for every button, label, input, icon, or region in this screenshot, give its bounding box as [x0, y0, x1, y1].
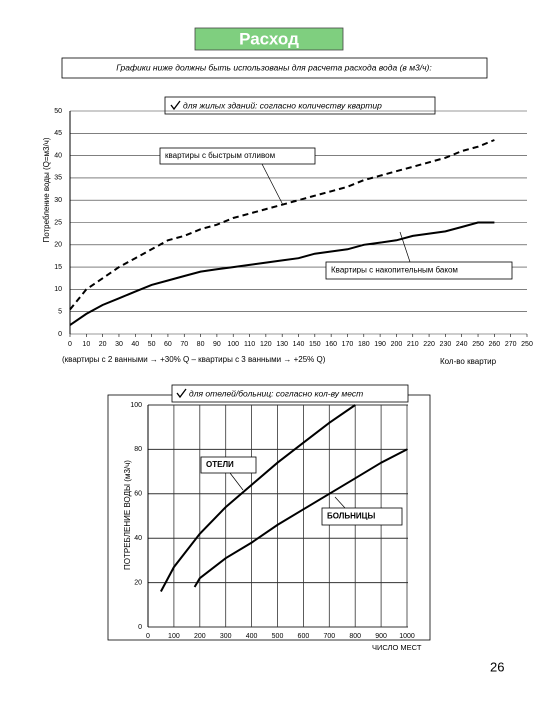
x-tick-label: 400 — [246, 633, 258, 640]
x-tick-label: 10 — [82, 341, 90, 348]
x-tick-label: 300 — [220, 633, 232, 640]
x-tick-label: 0 — [68, 341, 72, 348]
check-icon — [170, 100, 181, 111]
x-tick-label: 700 — [323, 633, 335, 640]
x-tick-label: 110 — [244, 341, 255, 348]
x-tick-label: 200 — [391, 341, 403, 348]
y-tick-label: 0 — [58, 331, 62, 338]
x-tick-label: 60 — [164, 341, 172, 348]
title-box — [194, 27, 344, 51]
y-tick-label: 10 — [54, 286, 62, 293]
x-tick-label: 260 — [489, 341, 501, 348]
x-tick-label: 250 — [472, 341, 484, 348]
y-axis-label: ПОТРЕБЛЕНИЕ ВОДЫ (м3/ч) — [123, 460, 132, 570]
x-tick-label: 250 — [521, 341, 533, 348]
y-axis-label: Потребление воды (Q=м3/ч) — [42, 137, 51, 242]
x-tick-label: 30 — [115, 341, 123, 348]
leader-line — [399, 231, 411, 263]
x-tick-label: 270 — [505, 341, 517, 348]
x-tick-label: 900 — [375, 633, 387, 640]
annotation: квартиры с быстрым отливом — [165, 151, 275, 160]
x-tick-label: 800 — [349, 633, 361, 640]
x-tick-label: 170 — [342, 341, 354, 348]
x-tick-label: 70 — [180, 341, 188, 348]
x-tick-label: 500 — [272, 633, 284, 640]
x-tick-label: 20 — [99, 341, 107, 348]
x-tick-label: 1000 — [399, 633, 415, 640]
y-tick-label: 40 — [54, 152, 62, 159]
x-tick-label: 180 — [358, 341, 370, 348]
x-tick-label: 120 — [260, 341, 272, 348]
x-tick-label: 140 — [293, 341, 305, 348]
x-tick-label: 100 — [227, 341, 239, 348]
series-line — [193, 448, 408, 588]
page-title: Расход — [239, 29, 299, 48]
chart-label-box — [164, 96, 436, 115]
x-axis-label: Кол-во квартир — [440, 357, 497, 366]
leader-line — [261, 163, 284, 206]
x-tick-label: 40 — [131, 341, 139, 348]
subtitle-box — [61, 57, 488, 79]
x-tick-label: 200 — [194, 633, 206, 640]
x-tick-label: 160 — [325, 341, 337, 348]
x-tick-label: 220 — [423, 341, 435, 348]
annotation: БОЛЬНИЦЫ — [327, 512, 376, 521]
y-tick-label: 35 — [54, 175, 62, 182]
annotation-box — [321, 507, 403, 526]
leader-line — [334, 496, 346, 509]
x-tick-label: 0 — [146, 633, 150, 640]
x-tick-label: 240 — [456, 341, 468, 348]
x-tick-label: 90 — [213, 341, 221, 348]
y-tick-label: 40 — [134, 535, 142, 542]
page-number: 26 — [490, 659, 504, 674]
x-tick-label: 150 — [309, 341, 321, 348]
chart-title: для отелей/больниц: согласно кол-ву мест — [189, 388, 363, 398]
leader-line — [229, 472, 244, 491]
x-tick-label: 50 — [148, 341, 156, 348]
series-line — [160, 404, 356, 592]
y-tick-label: 5 — [58, 309, 62, 316]
x-tick-label: 130 — [276, 341, 288, 348]
series-line — [69, 221, 495, 326]
footnote: (квартиры с 2 ванными → +30% Q – квартир… — [62, 355, 326, 364]
y-tick-label: 20 — [54, 242, 62, 249]
x-axis-label: ЧИСЛО МЕСТ — [372, 643, 422, 652]
annotation: Квартиры с накопительным баком — [331, 266, 458, 275]
annotation-box — [200, 456, 257, 474]
check-icon — [176, 388, 187, 399]
y-tick-label: 15 — [54, 264, 62, 271]
annotation: ОТЕЛИ — [206, 460, 234, 469]
subtitle: Графики ниже должны быть использованы дл… — [116, 62, 432, 72]
x-tick-label: 230 — [440, 341, 452, 348]
chart-title: для жилых зданий: согласно количеству кв… — [183, 100, 382, 110]
y-tick-label: 100 — [130, 402, 142, 409]
y-tick-label: 80 — [134, 446, 142, 453]
annotation-box — [159, 147, 316, 165]
x-tick-label: 600 — [298, 633, 310, 640]
series-line — [69, 139, 495, 311]
y-tick-label: 25 — [54, 219, 62, 226]
y-tick-label: 50 — [54, 108, 62, 115]
x-tick-label: 80 — [197, 341, 205, 348]
annotation-box — [325, 261, 513, 280]
x-tick-label: 210 — [407, 341, 419, 348]
x-tick-label: 190 — [374, 341, 386, 348]
y-tick-label: 20 — [134, 579, 142, 586]
chart-label-box — [171, 384, 409, 403]
y-tick-label: 0 — [138, 624, 142, 631]
y-tick-label: 60 — [134, 491, 142, 498]
y-tick-label: 30 — [54, 197, 62, 204]
x-tick-label: 100 — [168, 633, 180, 640]
y-tick-label: 45 — [54, 130, 62, 137]
